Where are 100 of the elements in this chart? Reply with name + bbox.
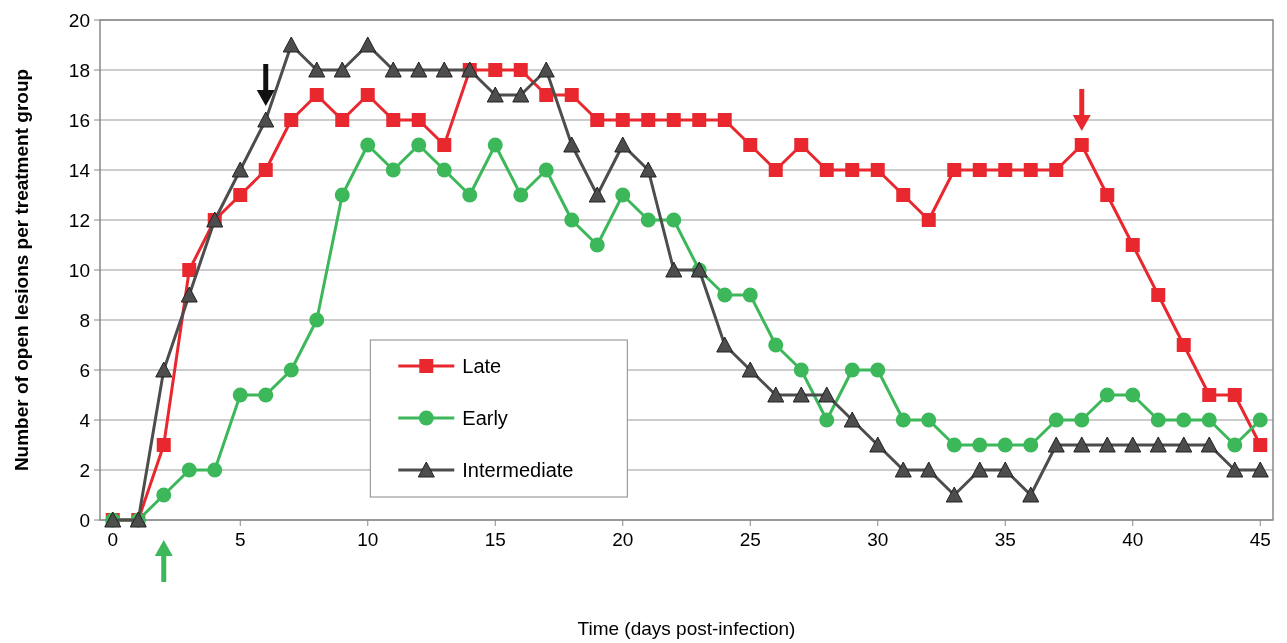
point bbox=[717, 113, 732, 127]
point bbox=[1252, 412, 1268, 428]
x-axis-title: Time (days post-infection) bbox=[577, 618, 796, 639]
point bbox=[181, 462, 197, 478]
point bbox=[1226, 461, 1244, 478]
point bbox=[1227, 437, 1243, 453]
y-tick-label: 0 bbox=[79, 509, 90, 531]
point bbox=[946, 437, 962, 453]
x-tick-label: 35 bbox=[994, 529, 1016, 550]
point bbox=[640, 212, 656, 228]
point bbox=[818, 386, 836, 403]
point bbox=[232, 387, 248, 403]
point bbox=[843, 411, 861, 428]
y-tick-label: 10 bbox=[68, 259, 90, 281]
point bbox=[794, 138, 809, 152]
point bbox=[1150, 412, 1166, 428]
point bbox=[564, 88, 579, 102]
point bbox=[665, 261, 683, 278]
point bbox=[360, 137, 376, 153]
point bbox=[947, 163, 962, 177]
x-tick-label: 30 bbox=[867, 529, 889, 550]
point bbox=[1098, 436, 1116, 453]
point bbox=[1125, 238, 1140, 252]
y-tick-label: 4 bbox=[79, 409, 91, 431]
point bbox=[1253, 438, 1268, 452]
point bbox=[971, 461, 989, 478]
point bbox=[998, 163, 1013, 177]
y-tick-label: 20 bbox=[68, 9, 90, 31]
point bbox=[793, 362, 809, 378]
point bbox=[436, 162, 452, 178]
point bbox=[360, 88, 375, 102]
point bbox=[1125, 387, 1141, 403]
point bbox=[588, 186, 606, 203]
point bbox=[513, 187, 529, 203]
point bbox=[156, 438, 171, 452]
point bbox=[231, 161, 249, 178]
point bbox=[1227, 388, 1242, 402]
y-tick-label: 16 bbox=[68, 109, 90, 131]
point bbox=[1201, 412, 1217, 428]
legend-label: Late bbox=[462, 355, 502, 377]
point bbox=[1124, 436, 1142, 453]
point bbox=[359, 36, 377, 53]
x-tick-label: 20 bbox=[612, 529, 634, 550]
point bbox=[1251, 461, 1269, 478]
point bbox=[410, 61, 428, 78]
point bbox=[1100, 188, 1115, 202]
x-tick-label: 5 bbox=[234, 529, 246, 550]
point bbox=[921, 412, 937, 428]
point bbox=[869, 436, 887, 453]
point bbox=[1074, 412, 1090, 428]
point bbox=[641, 113, 656, 127]
x-tick-label: 40 bbox=[1122, 529, 1144, 550]
point bbox=[870, 362, 886, 378]
point bbox=[258, 163, 273, 177]
point bbox=[385, 162, 401, 178]
point bbox=[768, 337, 784, 353]
legend-label: Early bbox=[462, 407, 508, 429]
point bbox=[513, 63, 528, 77]
point bbox=[614, 136, 632, 153]
y-axis-title: Number of open lesions per treatment group bbox=[11, 68, 32, 472]
point bbox=[717, 287, 733, 303]
point bbox=[1023, 163, 1038, 177]
point bbox=[996, 461, 1014, 478]
point bbox=[283, 362, 299, 378]
point bbox=[743, 138, 758, 152]
point bbox=[233, 188, 248, 202]
point bbox=[537, 61, 555, 78]
point bbox=[156, 487, 172, 503]
point bbox=[182, 263, 197, 277]
x-tick-label: 10 bbox=[357, 529, 379, 550]
point bbox=[1202, 388, 1217, 402]
point bbox=[334, 187, 350, 203]
point bbox=[1047, 436, 1065, 453]
point bbox=[819, 412, 835, 428]
point bbox=[207, 462, 223, 478]
point bbox=[1176, 412, 1192, 428]
x-tick-label: 25 bbox=[739, 529, 761, 550]
point bbox=[844, 362, 860, 378]
point bbox=[486, 86, 504, 103]
point bbox=[1175, 436, 1193, 453]
point bbox=[257, 111, 275, 128]
point bbox=[716, 336, 734, 353]
point bbox=[896, 188, 911, 202]
point bbox=[1073, 436, 1091, 453]
point bbox=[309, 88, 324, 102]
point bbox=[819, 163, 834, 177]
point bbox=[1151, 288, 1166, 302]
y-tick-label: 12 bbox=[68, 209, 90, 231]
point bbox=[539, 88, 554, 102]
point bbox=[258, 387, 274, 403]
point bbox=[333, 61, 351, 78]
point bbox=[462, 187, 478, 203]
point bbox=[997, 437, 1013, 453]
point bbox=[1176, 338, 1191, 352]
point bbox=[282, 36, 300, 53]
point bbox=[1048, 412, 1064, 428]
point bbox=[1099, 387, 1115, 403]
y-tick-label: 8 bbox=[79, 309, 90, 331]
point bbox=[615, 113, 630, 127]
point bbox=[437, 138, 452, 152]
